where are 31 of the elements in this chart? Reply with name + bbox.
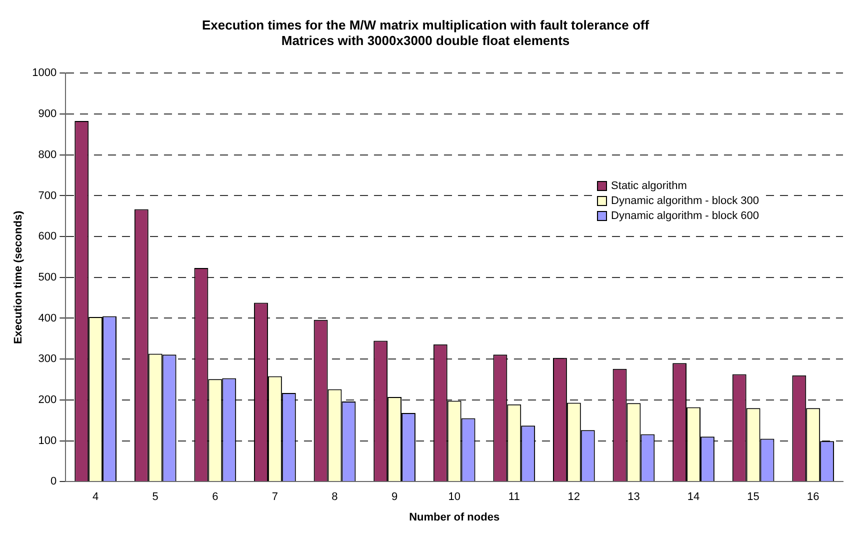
x-tick-label: 6 [212, 491, 218, 504]
chart-subtitle: Matrices with 3000x3000 double float elements [281, 32, 570, 48]
y-tick-label: 1000 [32, 67, 57, 80]
y-tick-label: 300 [38, 353, 57, 366]
x-tick-label: 8 [332, 491, 338, 504]
x-tick-label: 10 [448, 491, 460, 504]
y-tick-label: 900 [38, 108, 57, 120]
y-axis-title: Execution time (seconds) [12, 210, 25, 344]
y-tick-label: 600 [38, 230, 57, 243]
x-tick-label: 12 [568, 491, 580, 504]
x-tick-label: 7 [272, 491, 278, 504]
x-axis-title: Number of nodes [409, 511, 500, 524]
legend-label: Static algorithm [611, 180, 687, 192]
y-tick-label: 400 [38, 312, 57, 324]
y-tick-label: 700 [38, 190, 57, 202]
y-tick-label: 100 [38, 434, 57, 447]
y-tick-label: 500 [38, 271, 57, 284]
x-tick-label: 14 [687, 491, 700, 504]
legend-label: Dynamic algorithm - block 300 [611, 195, 759, 207]
x-tick-label: 16 [806, 491, 820, 504]
x-tick-label: 5 [152, 491, 158, 504]
y-tick-label: 800 [38, 148, 57, 161]
legend-label: Dynamic algorithm - block 600 [611, 210, 759, 222]
chart-title: Execution times for the M/W matrix multiplication with fault tolerance off [202, 17, 650, 32]
x-tick-label: 9 [391, 491, 398, 504]
x-tick-label: 15 [747, 491, 760, 504]
x-tick-label: 11 [508, 491, 520, 504]
x-tick-label: 13 [628, 491, 640, 504]
y-tick-label: 200 [38, 394, 57, 406]
y-tick-label: 0 [50, 476, 57, 488]
x-tick-label: 4 [92, 491, 99, 504]
